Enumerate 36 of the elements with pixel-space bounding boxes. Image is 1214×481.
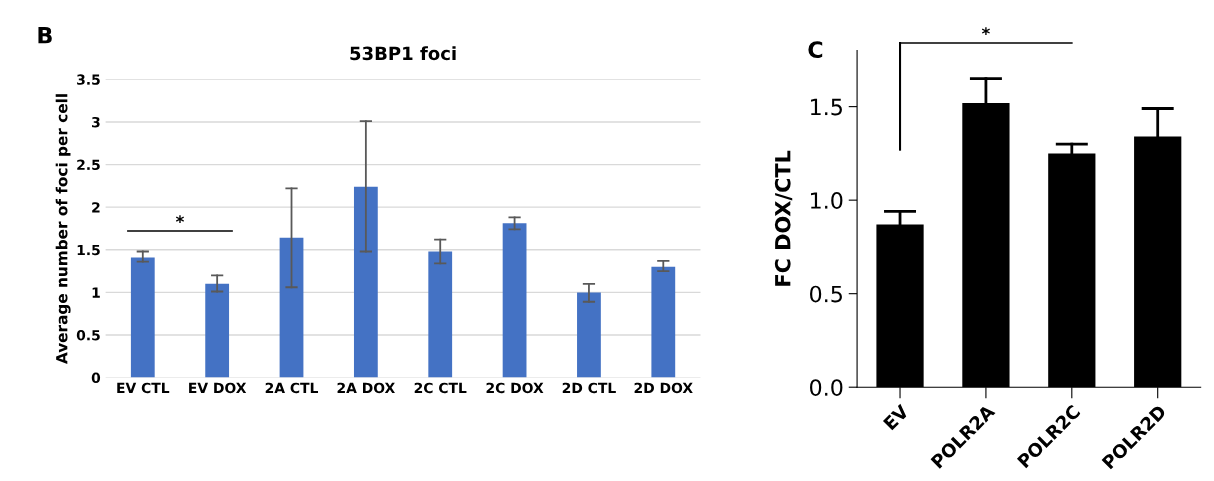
y-tick-label: 0.0: [810, 379, 843, 396]
bar: [577, 292, 601, 378]
y-tick-label: 3: [92, 116, 100, 128]
x-tick-label: 2D DOX: [634, 382, 693, 394]
y-tick-label: 0.5: [810, 285, 842, 303]
bar: [353, 186, 378, 378]
text: *: [981, 27, 990, 35]
y-tick-label: 2: [92, 202, 100, 213]
x-tick-label: 2C DOX: [486, 382, 544, 394]
x-tick-label: 2A DOX: [337, 382, 395, 394]
y-tick-label: 1.5: [77, 244, 100, 256]
x-tick-label: EV DOX: [189, 382, 247, 394]
x-tick-label: EV: [882, 403, 910, 431]
chart-title: 53BP1 foci: [350, 46, 456, 61]
y-axis-title: FC DOX/CTL: [774, 150, 793, 286]
bar: [428, 251, 453, 378]
text: C: [808, 41, 823, 59]
y-axis-title: Average number of foci per cell: [55, 94, 71, 364]
x-tick-label: 2D CTL: [562, 382, 616, 394]
y-tick-label: 0.5: [76, 329, 100, 341]
y-tick-label: 1.5: [810, 98, 842, 116]
x-tick-label: EV CTL: [117, 382, 170, 394]
x-tick-label: 2C CTL: [414, 382, 467, 394]
bar: [130, 257, 155, 378]
y-tick-label: 3.5: [77, 74, 100, 85]
text: B: [38, 27, 52, 44]
bar: [205, 283, 230, 378]
x-tick-label: 2A CTL: [265, 382, 319, 394]
bar: [502, 223, 527, 378]
bar: [651, 266, 676, 378]
y-tick-label: 0: [91, 372, 101, 384]
y-tick-label: 1.0: [810, 192, 843, 209]
y-tick-label: 1: [92, 287, 100, 298]
y-tick-label: 2.5: [77, 159, 100, 171]
annotation: *: [175, 215, 184, 223]
bar: [279, 237, 304, 378]
